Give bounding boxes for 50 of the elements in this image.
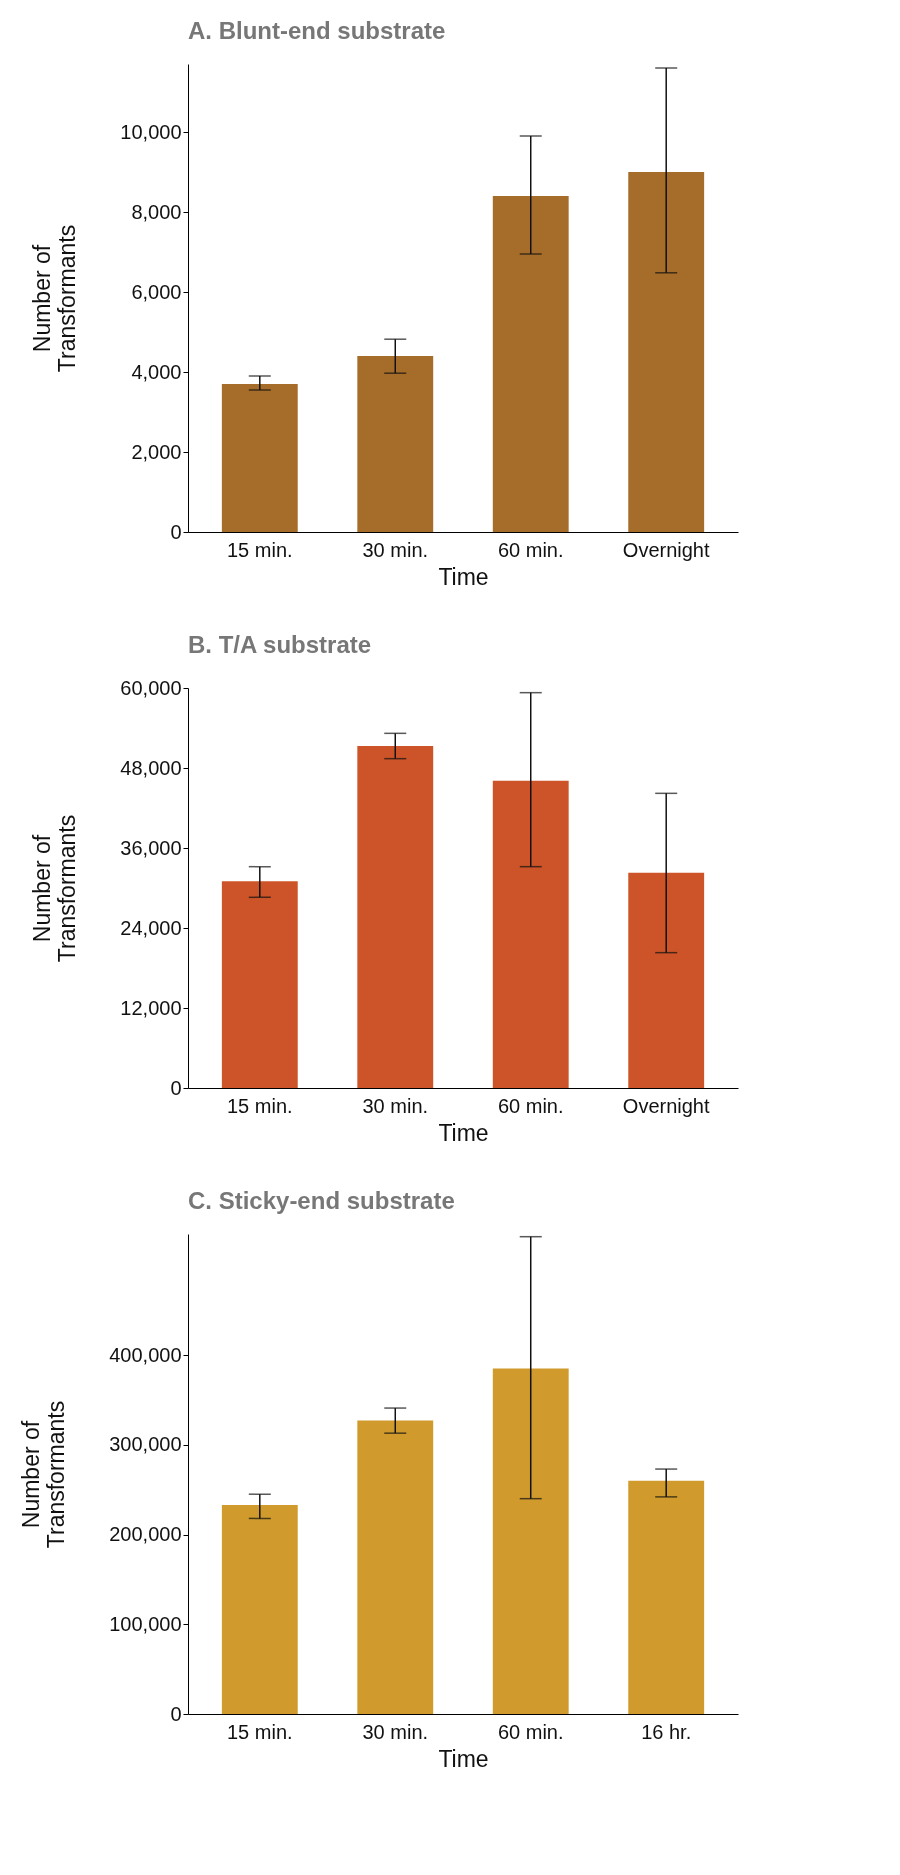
x-tick-label: 16 hr. [641,1720,692,1743]
y-tick-label: 400,000 [109,1343,182,1366]
y-tick-label: 6,000 [131,280,182,303]
x-tick-label: 15 min. [227,538,293,561]
x-tick-label: 15 min. [227,1094,293,1117]
bar [628,1480,705,1714]
y-tick-label: 0 [170,1076,182,1099]
bar [492,1368,569,1714]
chart-title: B. T/A substrate [188,631,372,658]
y-tick-label: 0 [170,520,182,543]
x-axis-title: Time [438,563,489,590]
bar [221,881,298,1088]
y-axis-title: Number of Transformants [29,224,81,373]
y-axis-title: Number of Transformants [18,1400,70,1549]
chart-title: A. Blunt-end substrate [188,17,446,44]
y-tick-label: 60,000 [120,676,182,699]
x-tick-label: 60 min. [497,1720,564,1743]
x-axis-title: Time [438,1745,489,1772]
x-tick-label: 30 min. [362,538,429,561]
chart-title: C. Sticky-end substrate [188,1187,455,1214]
bar [628,172,705,532]
x-tick-label: 30 min. [362,1094,429,1117]
y-tick-label: 100,000 [109,1612,182,1635]
x-axis-title: Time [438,1119,489,1146]
y-tick-label: 24,000 [120,916,182,939]
y-tick-label: 300,000 [109,1433,182,1456]
bar [628,872,705,1088]
y-tick-label: 200,000 [109,1523,182,1546]
y-axis-title: Number of Transformants [29,814,81,963]
y-tick-label: 48,000 [120,756,182,779]
y-tick-label: 0 [170,1702,182,1725]
bar [221,384,298,532]
x-tick-label: Overnight [622,538,710,561]
bar [357,1420,434,1714]
bar [357,746,434,1088]
x-tick-label: 30 min. [362,1720,429,1743]
x-tick-label: 60 min. [497,1094,564,1117]
y-tick-label: 4,000 [131,360,182,383]
y-tick-label: 10,000 [120,120,182,143]
bar [357,356,434,532]
y-tick-label: 2,000 [131,440,182,463]
y-tick-label: 8,000 [131,200,182,223]
bar [221,1504,298,1714]
bar [492,780,569,1088]
y-tick-label: 12,000 [120,996,182,1019]
x-tick-label: Overnight [622,1094,710,1117]
x-tick-label: 60 min. [497,538,564,561]
x-tick-label: 15 min. [227,1720,293,1743]
bar [492,196,569,532]
y-tick-label: 36,000 [120,836,182,859]
